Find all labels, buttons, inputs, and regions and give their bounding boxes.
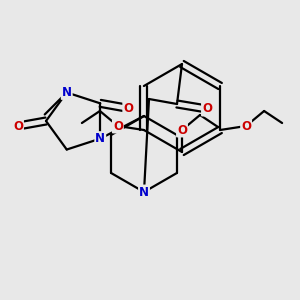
Text: O: O xyxy=(13,119,23,133)
Text: N: N xyxy=(62,86,72,99)
Text: O: O xyxy=(241,119,251,133)
Text: O: O xyxy=(123,102,133,115)
Text: O: O xyxy=(202,103,212,116)
Text: N: N xyxy=(139,185,149,199)
Text: N: N xyxy=(95,132,105,145)
Text: O: O xyxy=(177,124,187,136)
Text: O: O xyxy=(113,119,123,133)
